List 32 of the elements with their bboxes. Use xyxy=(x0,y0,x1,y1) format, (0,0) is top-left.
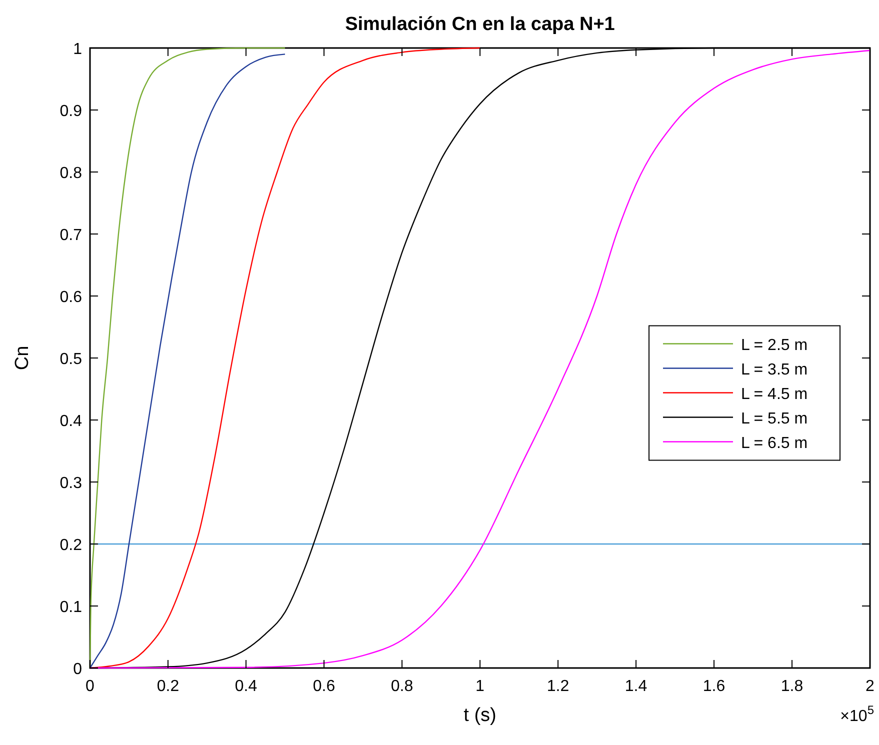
x-axis-title: t (s) xyxy=(464,705,496,726)
x-tick-label: 0.2 xyxy=(156,678,180,695)
x-tick-label: 1 xyxy=(476,678,485,695)
y-tick-label: 0.2 xyxy=(60,537,82,554)
chart-title: Simulación Cn en la capa N+1 xyxy=(345,14,616,35)
y-tick-label: 0.9 xyxy=(60,103,82,120)
legend-label: L = 2.5 m xyxy=(741,336,808,354)
y-axis-title: Cn xyxy=(12,346,33,370)
x-tick-label: 0 xyxy=(86,678,95,695)
y-tick-label: 0.4 xyxy=(60,413,82,430)
x-tick-label: 0.4 xyxy=(234,678,258,695)
y-tick-label: 0.6 xyxy=(60,289,82,306)
x-tick-label: 1.4 xyxy=(624,678,648,695)
x-tick-label: 1.6 xyxy=(702,678,726,695)
y-tick-label: 0.8 xyxy=(60,165,82,182)
line-series xyxy=(89,47,481,669)
x-tick-label: 0.6 xyxy=(312,678,336,695)
x-tick-label: 1.2 xyxy=(546,678,570,695)
x-tick-label: 1.8 xyxy=(780,678,804,695)
x-tick-label: 2 xyxy=(866,678,875,695)
legend-label: L = 4.5 m xyxy=(741,386,808,403)
y-tick-label: 1 xyxy=(73,41,82,58)
x-tick-label: 0.8 xyxy=(390,678,414,695)
y-tick-label: 0.3 xyxy=(60,475,82,492)
legend-label: L = 5.5 m xyxy=(741,410,808,428)
legend-label: L = 6.5 m xyxy=(741,434,808,452)
y-tick-label: 0.1 xyxy=(60,599,82,616)
y-tick-label: 0.5 xyxy=(60,351,82,368)
text: ×10$^{5}$ xyxy=(840,703,874,725)
legend-label: L = 3.5 m xyxy=(741,361,808,378)
y-tick-label: 0.7 xyxy=(60,227,82,244)
y-tick-label: 0 xyxy=(73,661,82,678)
